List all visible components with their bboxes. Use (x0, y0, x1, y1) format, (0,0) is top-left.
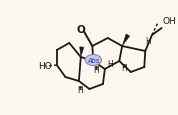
Text: H: H (77, 86, 83, 95)
Text: H: H (93, 66, 99, 75)
Text: OH: OH (163, 17, 176, 26)
Text: H: H (107, 60, 112, 69)
Text: HO: HO (38, 62, 52, 71)
Polygon shape (80, 47, 84, 58)
Text: H: H (121, 64, 127, 73)
Text: H: H (145, 37, 151, 46)
Ellipse shape (85, 55, 101, 66)
Text: Abs: Abs (87, 58, 100, 63)
Text: O: O (76, 25, 85, 35)
Polygon shape (122, 35, 130, 47)
